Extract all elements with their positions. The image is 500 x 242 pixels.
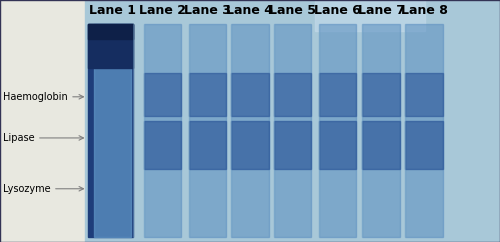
Bar bbox=[274, 121, 311, 169]
Text: Lane 8: Lane 8 bbox=[400, 4, 448, 17]
Bar bbox=[0, 0, 85, 242]
Bar bbox=[144, 73, 182, 116]
Bar bbox=[88, 24, 132, 237]
Bar bbox=[319, 73, 356, 116]
Bar bbox=[405, 24, 443, 237]
Text: Haemoglobin: Haemoglobin bbox=[2, 92, 84, 102]
Bar bbox=[362, 121, 400, 169]
Bar bbox=[189, 73, 226, 116]
Bar bbox=[94, 24, 131, 237]
Bar bbox=[231, 24, 269, 237]
Bar bbox=[189, 121, 226, 169]
Bar bbox=[85, 0, 500, 242]
Text: Lane 4: Lane 4 bbox=[226, 4, 274, 17]
Text: Lane 2: Lane 2 bbox=[139, 4, 186, 17]
Text: Lane 1: Lane 1 bbox=[89, 4, 136, 17]
Bar bbox=[362, 24, 400, 237]
Text: Lane 6: Lane 6 bbox=[314, 4, 361, 17]
Bar bbox=[319, 24, 356, 237]
Bar bbox=[274, 73, 311, 116]
Text: Lysozyme: Lysozyme bbox=[2, 184, 84, 194]
Bar bbox=[362, 73, 400, 116]
Bar bbox=[144, 121, 182, 169]
Bar bbox=[144, 24, 182, 237]
Bar bbox=[88, 24, 132, 68]
Text: Lane 3: Lane 3 bbox=[184, 4, 231, 17]
Bar bbox=[88, 24, 132, 39]
Bar bbox=[405, 73, 443, 116]
Bar bbox=[405, 121, 443, 169]
Text: Lane 5: Lane 5 bbox=[269, 4, 316, 17]
Text: Lane 7: Lane 7 bbox=[358, 4, 405, 17]
Bar bbox=[319, 121, 356, 169]
Bar bbox=[231, 73, 269, 116]
Bar bbox=[315, 0, 425, 31]
Bar bbox=[231, 121, 269, 169]
Bar bbox=[189, 24, 226, 237]
Text: Lipase: Lipase bbox=[2, 133, 84, 143]
Bar bbox=[274, 24, 311, 237]
